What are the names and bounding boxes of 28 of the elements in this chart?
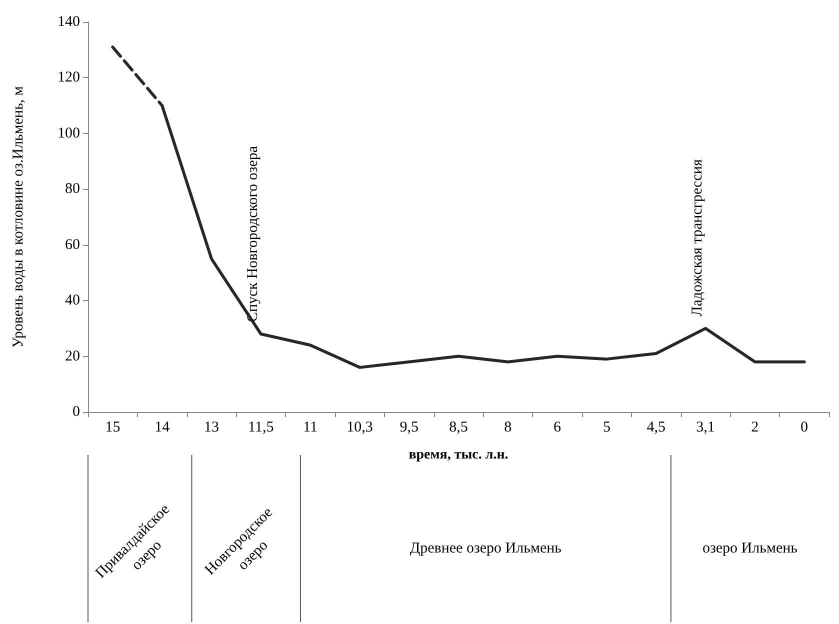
x-tick-label: 0 bbox=[800, 420, 808, 436]
x-tick-label: 13 bbox=[204, 420, 219, 436]
text: Древнее озеро Ильмень bbox=[410, 540, 562, 556]
y-tick-label: 80 bbox=[65, 181, 80, 198]
y-tick-label: 0 bbox=[72, 404, 80, 420]
annotation: Ладожская трансгрессия bbox=[690, 159, 706, 316]
y-tick-label: 40 bbox=[65, 292, 80, 309]
text: озеро Ильмень bbox=[702, 540, 798, 556]
y-tick-label: 60 bbox=[65, 236, 80, 253]
x-tick-label: 15 bbox=[105, 420, 120, 436]
x-tick-label: 5 bbox=[602, 420, 610, 436]
y-axis-title: Уровень воды в котловине оз.Ильмень, м bbox=[10, 86, 26, 348]
x-tick-label: 8 bbox=[504, 420, 512, 436]
y-tick-label: 100 bbox=[58, 125, 80, 142]
x-tick-label: 6 bbox=[554, 420, 562, 436]
x-axis-title: время, тыс. л.н. bbox=[408, 448, 508, 462]
x-tick-label: 11,5 bbox=[248, 420, 274, 436]
y-tick-label: 120 bbox=[58, 70, 80, 86]
x-tick-label: 14 bbox=[154, 420, 170, 436]
y-tick-label: 140 bbox=[58, 14, 80, 30]
x-tick-label: 8,5 bbox=[449, 420, 468, 436]
y-tick-label: 20 bbox=[65, 348, 80, 364]
x-tick-label: 3,1 bbox=[696, 420, 715, 436]
x-tick-label: 9,5 bbox=[400, 420, 418, 436]
x-tick-label: 10,3 bbox=[346, 420, 373, 436]
x-tick-label: 4,5 bbox=[646, 420, 666, 436]
x-tick-label: 11 bbox=[303, 420, 318, 436]
x-tick-label: 2 bbox=[751, 420, 759, 436]
